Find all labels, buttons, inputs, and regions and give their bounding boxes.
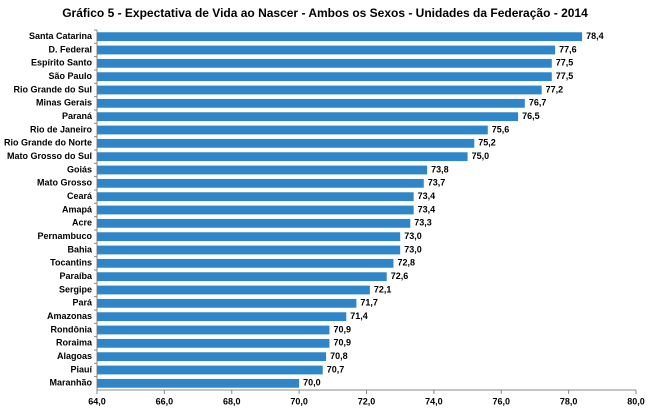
value-label: 72,6 — [391, 271, 409, 281]
y-tick-label: Paraná — [62, 111, 93, 121]
value-label: 76,7 — [529, 98, 547, 108]
x-tick-label: 78,0 — [560, 396, 578, 406]
value-label: 73,0 — [404, 231, 422, 241]
y-tick-label: Rio Grande do Norte — [4, 138, 92, 148]
value-label: 71,7 — [360, 298, 378, 308]
value-label: 77,2 — [546, 84, 564, 94]
y-tick-label: Bahia — [67, 244, 93, 254]
bar — [97, 352, 327, 362]
bar — [97, 165, 428, 175]
value-label: 73,3 — [414, 218, 432, 228]
value-label: 70,0 — [303, 378, 321, 388]
y-tick-label: Roraima — [56, 338, 93, 348]
y-tick-label: Mato Grosso do Sul — [7, 151, 92, 161]
y-tick-label: Sergipe — [59, 284, 92, 294]
bar — [97, 298, 357, 308]
value-label: 73,4 — [418, 191, 436, 201]
bar — [97, 58, 552, 68]
bar — [97, 285, 370, 295]
y-tick-label: Goiás — [67, 164, 92, 174]
y-tick-label: Acre — [72, 218, 92, 228]
value-label: 75,2 — [478, 138, 496, 148]
bar — [97, 325, 330, 335]
bar — [97, 365, 323, 375]
bar — [97, 205, 414, 215]
value-label: 75,6 — [492, 124, 510, 134]
bar — [97, 72, 552, 82]
bar — [97, 218, 411, 228]
x-tick-label: 76,0 — [492, 396, 510, 406]
x-tick-label: 80,0 — [627, 396, 645, 406]
bar — [97, 232, 401, 242]
y-tick-label: Pernambuco — [37, 231, 92, 241]
value-label: 77,6 — [559, 44, 577, 54]
value-label: 72,1 — [374, 284, 392, 294]
value-label: 71,4 — [350, 311, 368, 321]
y-tick-label: São Paulo — [48, 71, 92, 81]
bar — [97, 125, 488, 135]
y-tick-label: Rio Grande do Sul — [13, 84, 92, 94]
y-tick-label: Ceará — [67, 191, 93, 201]
value-label: 78,4 — [586, 31, 604, 41]
value-label: 77,5 — [556, 71, 574, 81]
y-tick-label: Rio de Janeiro — [30, 124, 93, 134]
x-tick-label: 68,0 — [223, 396, 241, 406]
bar — [97, 32, 583, 42]
bar — [97, 178, 424, 188]
y-tick-label: Mato Grosso — [37, 178, 93, 188]
bar — [97, 98, 525, 108]
y-tick-label: Rondônia — [51, 324, 93, 334]
value-label: 73,7 — [428, 178, 446, 188]
bar — [97, 258, 394, 268]
y-tick-label: Paraíba — [59, 271, 93, 281]
value-label: 72,8 — [397, 258, 415, 268]
value-label: 73,8 — [431, 164, 449, 174]
bar — [97, 138, 475, 148]
chart-title: Gráfico 5 - Expectativa de Vida ao Nasce… — [62, 6, 588, 20]
y-tick-label: Tocantins — [50, 258, 92, 268]
value-label: 76,5 — [522, 111, 540, 121]
bar — [97, 245, 401, 255]
value-label: 70,9 — [333, 338, 351, 348]
value-label: 75,0 — [472, 151, 490, 161]
y-tick-label: Maranhão — [49, 378, 92, 388]
y-tick-label: Piauí — [70, 364, 92, 374]
value-label: 70,8 — [330, 351, 348, 361]
y-tick-label: Santa Catarina — [29, 31, 93, 41]
y-tick-label: Alagoas — [57, 351, 92, 361]
bar — [97, 152, 468, 162]
bar — [97, 338, 330, 348]
y-tick-label: Espírito Santo — [31, 58, 93, 68]
value-label: 73,0 — [404, 244, 422, 254]
bar — [97, 85, 542, 95]
bar — [97, 192, 414, 202]
y-tick-label: Pará — [72, 298, 93, 308]
y-tick-label: Minas Gerais — [36, 98, 92, 108]
x-tick-label: 72,0 — [358, 396, 376, 406]
bar — [97, 272, 387, 282]
x-tick-label: 74,0 — [425, 396, 443, 406]
value-label: 70,7 — [327, 364, 345, 374]
bar — [97, 112, 519, 122]
y-tick-label: D. Federal — [48, 44, 92, 54]
x-tick-label: 66,0 — [156, 396, 174, 406]
y-tick-label: Amazonas — [47, 311, 92, 321]
bar — [97, 312, 347, 322]
bar — [97, 378, 300, 388]
x-tick-label: 64,0 — [88, 396, 106, 406]
value-label: 77,5 — [556, 58, 574, 68]
x-tick-label: 70,0 — [290, 396, 308, 406]
y-tick-label: Amapá — [62, 204, 93, 214]
value-label: 73,4 — [418, 204, 436, 214]
value-label: 70,9 — [333, 324, 351, 334]
bar — [97, 45, 556, 55]
